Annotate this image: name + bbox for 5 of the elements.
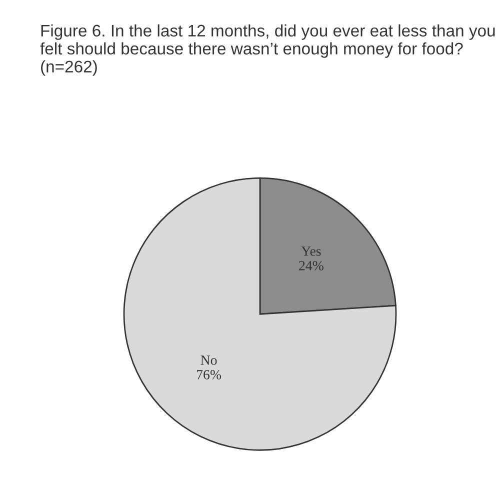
- chart-title: Figure 6. In the last 12 months, did you ever eat less than you felt should because there wasn’t enough money for food? (n=262): [40, 24, 495, 76]
- data-label: 76%: [196, 370, 222, 380]
- slice-label: No: [200, 356, 217, 365]
- slice-label: Yes: [301, 246, 321, 256]
- data-label: 24%: [299, 260, 324, 270]
